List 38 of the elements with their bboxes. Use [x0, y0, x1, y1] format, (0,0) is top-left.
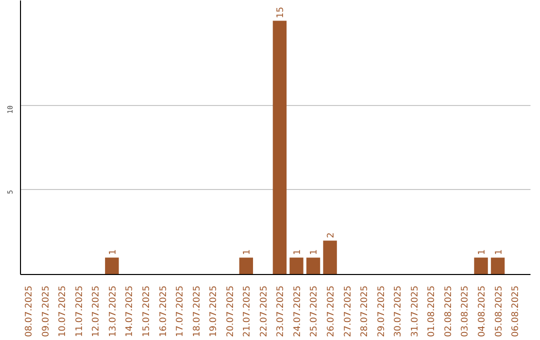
x-tick-label: 20.07.2025 — [226, 286, 236, 338]
x-tick-label: 01.08.2025 — [427, 286, 438, 338]
x-tick-label: 17.07.2025 — [176, 286, 186, 338]
x-tick-label: 14.07.2025 — [125, 286, 136, 338]
data-label: 1 — [292, 249, 303, 256]
data-label: 1 — [108, 249, 118, 256]
x-tick-label: 02.08.2025 — [444, 286, 454, 338]
x-tick-label: 08.07.2025 — [24, 286, 35, 338]
x-tick-label: 04.08.2025 — [478, 286, 488, 338]
data-label: 1 — [494, 249, 504, 256]
data-label: 1 — [310, 249, 320, 256]
x-tick-label: 15.07.2025 — [142, 286, 152, 338]
x-tick-label: 31.07.2025 — [410, 286, 420, 338]
x-tick-label: 13.07.2025 — [108, 286, 118, 338]
x-tick-label: 24.07.2025 — [292, 286, 303, 338]
x-tick-label: 29.07.2025 — [376, 286, 387, 338]
x-tick-label: 28.07.2025 — [360, 286, 370, 338]
x-tick-label: 16.07.2025 — [158, 286, 169, 338]
data-label: 1 — [242, 249, 253, 256]
x-tick-label: 25.07.2025 — [310, 286, 320, 338]
data-label: 2 — [326, 232, 337, 238]
x-tick-label: 09.07.2025 — [41, 286, 52, 338]
x-tick-label: 06.08.2025 — [511, 286, 522, 338]
x-tick-label: 27.07.2025 — [343, 286, 354, 338]
x-tick-label: 10.07.2025 — [58, 286, 68, 338]
x-tick-label: 19.07.2025 — [209, 286, 220, 338]
x-tick-label: 12.07.2025 — [92, 286, 102, 338]
x-tick-label: 11.07.2025 — [74, 286, 85, 338]
x-tick-label: 18.07.2025 — [192, 286, 202, 338]
x-tick-label: 05.08.2025 — [494, 286, 504, 338]
data-label: 1 — [478, 249, 488, 256]
data-label: 15 — [276, 6, 286, 18]
x-tick-label: 30.07.2025 — [394, 286, 404, 338]
x-tick-label: 21.07.2025 — [242, 286, 253, 338]
x-tick-label: 26.07.2025 — [326, 286, 337, 338]
x-tick-label: 23.07.2025 — [276, 286, 286, 338]
x-tick-label: 22.07.2025 — [259, 286, 270, 338]
x-tick-label: 03.08.2025 — [460, 286, 471, 338]
